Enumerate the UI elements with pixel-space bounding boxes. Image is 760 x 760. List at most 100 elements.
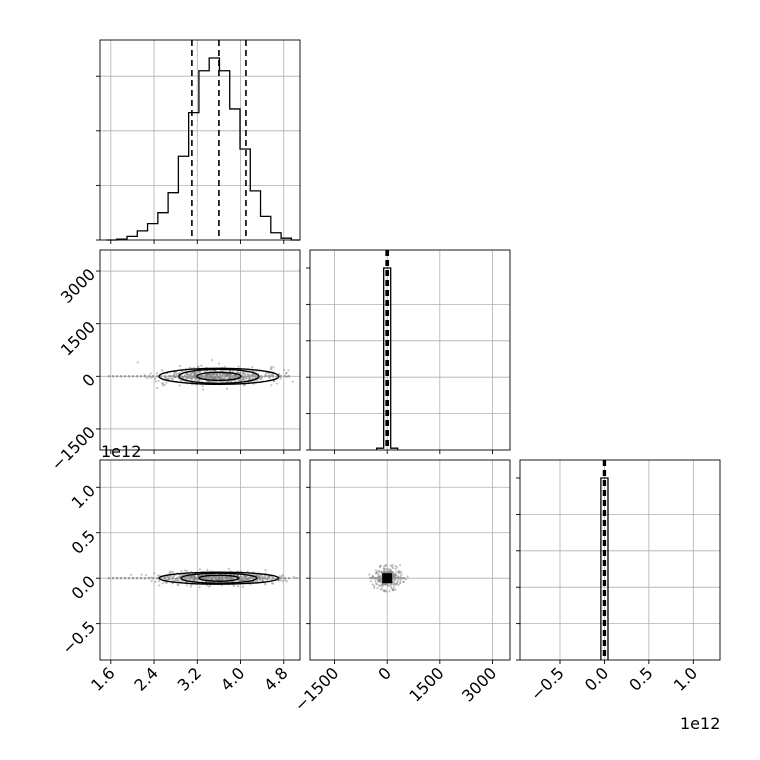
sample-point: [169, 570, 172, 573]
sample-point: [225, 575, 228, 579]
sample-point: [377, 579, 381, 582]
sample-point: [179, 580, 182, 583]
sample-point: [181, 370, 184, 373]
sample-point: [194, 377, 198, 381]
sample-point: [397, 578, 400, 582]
sample-point: [207, 377, 211, 380]
sample-point: [261, 575, 264, 578]
sample-point: [210, 578, 213, 581]
sample-point: [392, 566, 395, 570]
x-tick-label-param3: 0.5: [625, 663, 656, 694]
sample-point: [154, 380, 158, 383]
sample-point: [384, 564, 388, 567]
sample-point: [190, 576, 193, 579]
sample-point: [214, 372, 218, 376]
sample-point: [262, 579, 265, 582]
sample-point: [264, 372, 267, 376]
sample-point: [150, 580, 153, 583]
sample-point: [249, 376, 252, 379]
sample-point: [190, 377, 193, 380]
sample-point: [378, 570, 381, 573]
sample-point: [243, 378, 246, 381]
sample-point: [394, 567, 397, 570]
sample-point: [194, 377, 197, 380]
sample-point: [177, 576, 180, 579]
sample-point: [190, 575, 193, 578]
sample-point: [371, 575, 374, 578]
sample-point: [221, 377, 224, 380]
sample-point: [227, 380, 230, 383]
sample-point: [155, 386, 159, 390]
sample-point: [242, 578, 246, 582]
sample-point: [240, 578, 244, 582]
sample-point: [379, 565, 382, 568]
sample-point: [383, 570, 386, 573]
sample-point: [226, 577, 229, 580]
sample-point: [226, 374, 229, 377]
sample-point: [391, 565, 394, 568]
sample-point: [237, 378, 240, 382]
sample-point: [279, 377, 282, 380]
sample-point: [193, 576, 197, 579]
sample-point: [221, 578, 224, 581]
sample-point: [396, 580, 399, 583]
sample-point: [173, 375, 177, 378]
sample-point: [228, 377, 231, 380]
sample-point: [227, 567, 230, 570]
sample-point: [208, 372, 212, 376]
sample-point: [382, 567, 385, 570]
sample-point: [375, 572, 378, 575]
sample-point: [173, 376, 176, 379]
sample-point: [225, 373, 228, 376]
sample-point: [187, 376, 191, 380]
sample-point: [390, 571, 393, 574]
sample-point: [196, 366, 200, 369]
y-tick-label-param3: 0.0: [68, 572, 99, 603]
sample-point: [174, 375, 177, 378]
sample-point: [193, 574, 196, 578]
sample-point: [387, 567, 391, 571]
sample-point: [389, 564, 392, 567]
sample-point: [178, 372, 181, 375]
sample-point: [256, 579, 259, 582]
sample-point: [154, 580, 157, 583]
sample-point: [392, 573, 395, 577]
sample-point: [246, 374, 249, 377]
sample-point: [229, 376, 232, 379]
y-tick-label-param3: −0.5: [58, 617, 99, 658]
sample-point: [208, 380, 211, 383]
sample-point: [202, 388, 205, 391]
sample-point: [287, 369, 290, 372]
sample-point: [180, 379, 183, 383]
sample-point: [185, 377, 188, 380]
sample-point: [399, 581, 402, 584]
sample-point: [393, 582, 396, 585]
sample-point: [382, 569, 385, 572]
sample-point: [238, 579, 241, 582]
sample-point: [239, 379, 242, 382]
sample-point: [398, 571, 401, 574]
sample-point: [271, 373, 274, 376]
sample-point: [183, 569, 186, 572]
sample-point: [176, 578, 179, 582]
sample-point: [213, 369, 216, 372]
sample-point: [209, 376, 212, 380]
sample-point: [383, 568, 387, 571]
sample-point: [383, 565, 386, 568]
sample-point: [381, 583, 384, 586]
sample-point: [264, 569, 267, 572]
sample-point: [258, 575, 262, 578]
sample-point: [225, 374, 228, 377]
sample-point: [185, 373, 188, 376]
sample-point: [379, 578, 382, 581]
sample-point: [379, 580, 382, 583]
sample-point: [213, 377, 216, 380]
sample-point: [378, 579, 382, 582]
grid-lines: [100, 460, 300, 660]
sample-point: [375, 570, 379, 573]
sample-point: [388, 590, 391, 593]
sample-point: [248, 378, 251, 381]
sample-point: [173, 579, 176, 582]
sample-point: [229, 380, 232, 383]
